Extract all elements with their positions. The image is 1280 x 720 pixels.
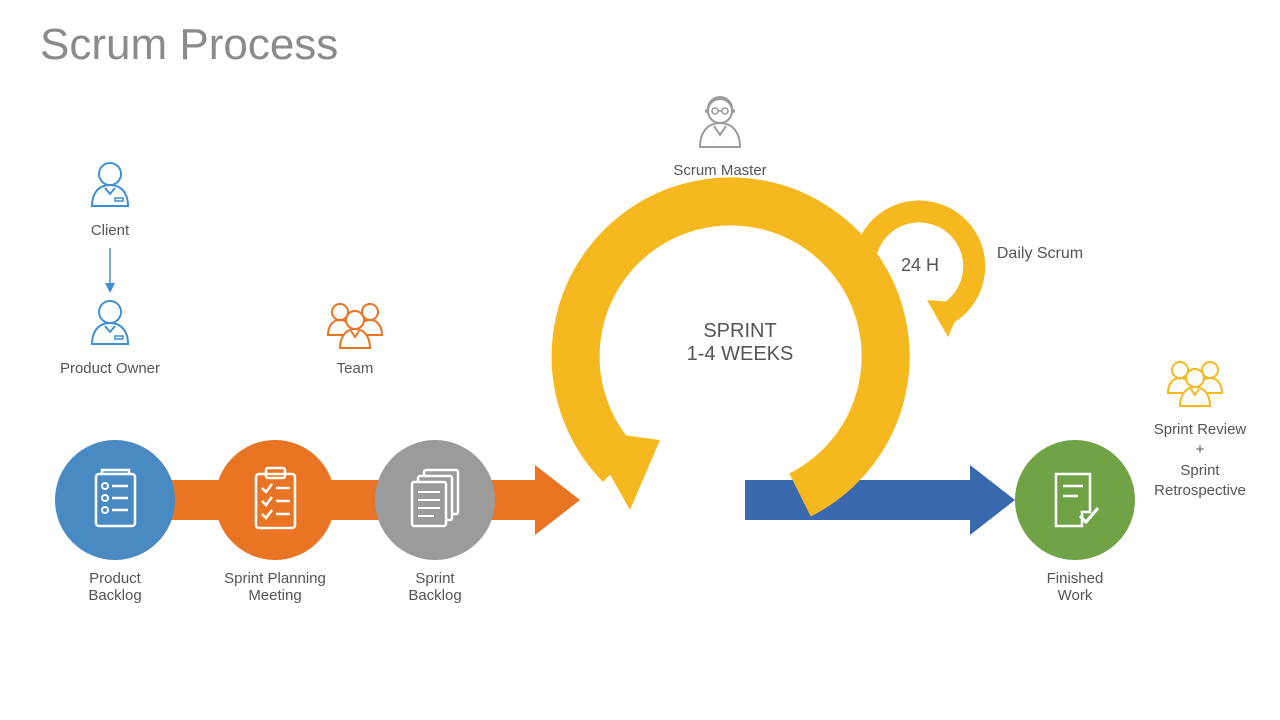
team-label: Team [320,360,390,377]
daily-scrum-label: Daily Scrum [985,245,1095,263]
daily-label: 24 H [880,255,960,276]
finished-work-circle [1015,440,1135,560]
sprint-planning-circle [215,440,335,560]
client-icon [85,160,135,225]
scrum-master-icon [690,95,750,165]
sprint-backlog-circle [375,440,495,560]
client-label: Client [75,222,145,239]
sprint-backlog-label: Sprint Backlog [375,570,495,604]
product-backlog-label: Product Backlog [55,570,175,604]
sprint-planning-icon [248,466,303,534]
client-arrow-icon [105,248,115,293]
page-title: Scrum Process [40,20,338,70]
finished-work-label: Finished Work [1015,570,1135,604]
product-backlog-circle [55,440,175,560]
sprint-label: SPRINT 1-4 WEEKS [660,320,820,366]
sprint-planning-label: Sprint Planning Meeting [200,570,350,604]
sprint-backlog-icon [404,466,466,534]
review-team-icon [1160,358,1230,418]
review-label: Sprint Review + Sprint Retrospective [1145,420,1255,501]
team-icon [320,300,390,360]
blue-arrow-head [970,465,1015,535]
product-owner-label: Product Owner [55,360,165,377]
finished-work-icon [1046,468,1104,532]
product-backlog-icon [88,468,143,533]
product-owner-icon [85,298,135,363]
